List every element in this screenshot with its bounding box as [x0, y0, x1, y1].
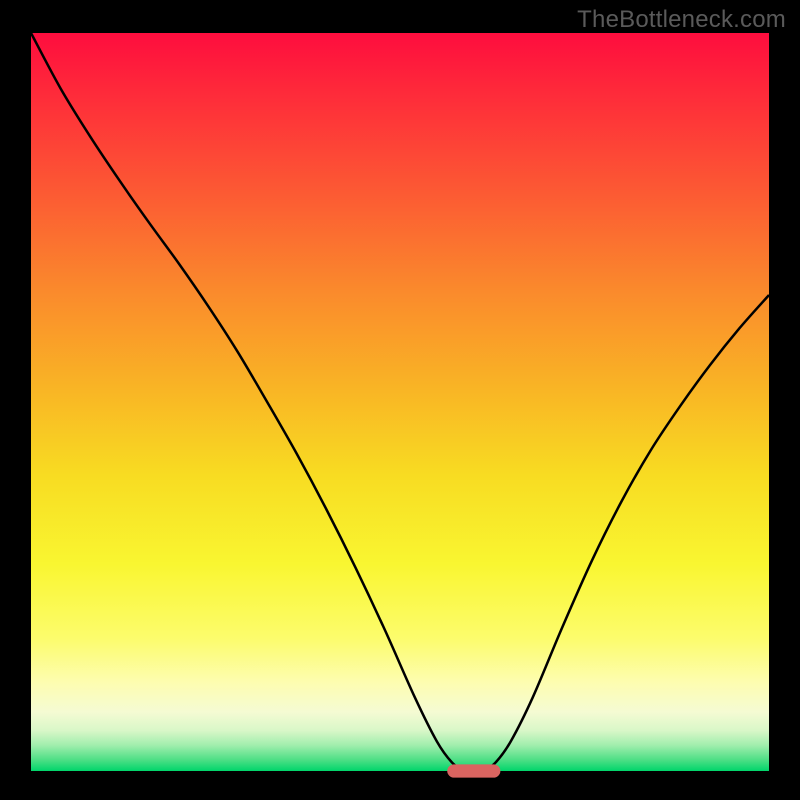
watermark-text: TheBottleneck.com: [577, 6, 786, 34]
bottleneck-chart: [0, 0, 800, 800]
chart-plot-area: [31, 33, 769, 771]
optimal-marker: [447, 764, 500, 777]
